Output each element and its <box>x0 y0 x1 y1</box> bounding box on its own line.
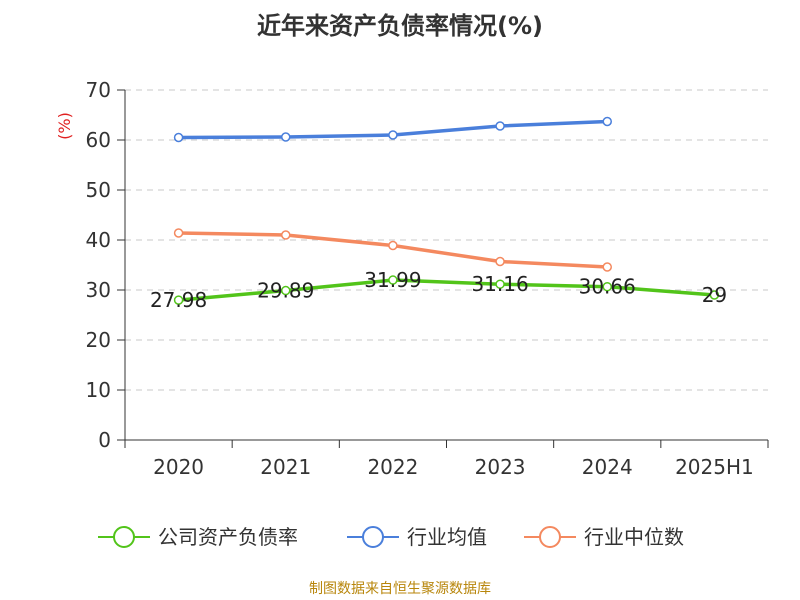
x-tick-label: 2023 <box>475 455 526 479</box>
legend-marker <box>362 526 384 548</box>
y-tick-label: 50 <box>86 178 111 202</box>
data-point <box>602 116 612 127</box>
data-point <box>281 230 291 240</box>
chart-title: 近年来资产负债率情况(%) <box>257 12 543 40</box>
y-tick-label: 60 <box>86 128 111 152</box>
legend-label: 行业中位数 <box>584 525 684 549</box>
data-label: 27.98 <box>150 288 207 312</box>
data-point <box>388 275 398 285</box>
data-point <box>388 240 398 251</box>
y-tick-label: 70 <box>86 78 111 102</box>
x-tick-label: 2025H1 <box>675 455 754 479</box>
data-point <box>388 130 398 140</box>
legend-label: 行业均值 <box>407 525 487 549</box>
y-tick-label: 0 <box>98 428 111 452</box>
data-point <box>495 121 505 131</box>
data-point <box>281 132 291 142</box>
data-point <box>173 228 184 238</box>
data-point <box>173 295 184 305</box>
data-point <box>281 285 291 296</box>
series-line <box>178 278 715 302</box>
y-tick-label: 40 <box>86 228 111 252</box>
x-tick-label: 2024 <box>582 455 633 479</box>
legend-label: 公司资产负债率 <box>158 525 298 549</box>
y-tick-label: 10 <box>86 378 111 402</box>
y-tick-label: 20 <box>86 328 111 352</box>
data-label: 31.16 <box>471 272 528 296</box>
x-tick-label: 2021 <box>260 455 311 479</box>
y-axis-label: (%) <box>55 112 74 140</box>
legend-marker <box>539 526 561 548</box>
source-note: 制图数据来自恒生聚源数据库 <box>309 581 491 597</box>
data-label: 30.66 <box>579 275 636 299</box>
legend-marker <box>113 526 135 548</box>
data-point <box>602 281 612 292</box>
y-tick-label: 30 <box>86 278 111 302</box>
data-label: 29 <box>702 283 727 307</box>
data-point <box>495 279 505 289</box>
data-point <box>709 290 720 300</box>
data-label: 29.89 <box>257 279 314 303</box>
data-point <box>495 256 505 267</box>
data-point <box>173 132 184 143</box>
data-point <box>602 262 612 272</box>
data-label: 31.99 <box>364 268 421 292</box>
x-tick-label: 2020 <box>153 455 204 479</box>
x-tick-label: 2022 <box>367 455 418 479</box>
